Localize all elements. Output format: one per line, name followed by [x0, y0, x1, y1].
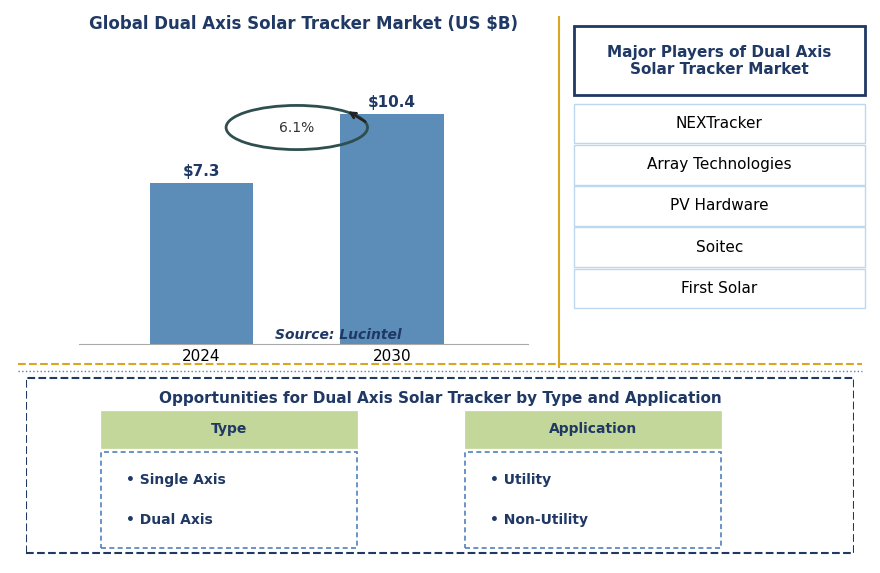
FancyBboxPatch shape — [574, 269, 865, 308]
FancyBboxPatch shape — [574, 104, 865, 143]
Bar — [341, 114, 444, 344]
FancyBboxPatch shape — [26, 378, 854, 553]
FancyBboxPatch shape — [574, 227, 865, 267]
Text: Source: Lucintel: Source: Lucintel — [275, 328, 402, 342]
Text: Array Technologies: Array Technologies — [647, 157, 792, 172]
FancyBboxPatch shape — [101, 410, 357, 449]
Text: NEXTracker: NEXTracker — [676, 116, 763, 131]
Text: Type: Type — [211, 422, 247, 437]
FancyBboxPatch shape — [465, 410, 722, 449]
FancyBboxPatch shape — [465, 452, 722, 548]
Text: First Solar: First Solar — [681, 281, 758, 296]
Text: Soitec: Soitec — [696, 240, 743, 255]
FancyBboxPatch shape — [574, 186, 865, 226]
FancyBboxPatch shape — [574, 145, 865, 185]
Text: • Utility: • Utility — [489, 473, 551, 487]
Text: $7.3: $7.3 — [183, 164, 220, 179]
Text: $10.4: $10.4 — [368, 95, 416, 110]
Text: PV Hardware: PV Hardware — [670, 198, 769, 214]
FancyBboxPatch shape — [574, 26, 865, 95]
Text: • Non-Utility: • Non-Utility — [489, 513, 588, 527]
Text: • Dual Axis: • Dual Axis — [126, 513, 212, 527]
Bar — [150, 183, 253, 344]
Text: 6.1%: 6.1% — [279, 120, 314, 135]
Text: Major Players of Dual Axis
Solar Tracker Market: Major Players of Dual Axis Solar Tracker… — [607, 45, 832, 77]
Title: Global Dual Axis Solar Tracker Market (US $B): Global Dual Axis Solar Tracker Market (U… — [89, 15, 518, 33]
Text: • Single Axis: • Single Axis — [126, 473, 225, 487]
Text: Opportunities for Dual Axis Solar Tracker by Type and Application: Opportunities for Dual Axis Solar Tracke… — [158, 391, 722, 406]
FancyBboxPatch shape — [101, 452, 357, 548]
Text: Application: Application — [549, 422, 637, 437]
